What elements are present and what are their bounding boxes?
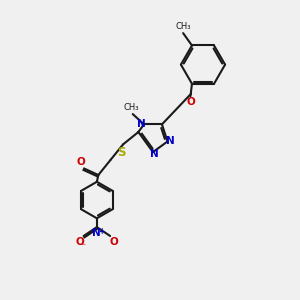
Text: N: N [136, 119, 146, 129]
Text: CH₃: CH₃ [176, 22, 191, 31]
Text: CH₃: CH₃ [124, 103, 139, 112]
Text: +: + [98, 227, 104, 236]
Text: ⁻: ⁻ [80, 242, 86, 252]
Text: O: O [187, 97, 196, 107]
Text: O: O [109, 237, 118, 247]
Text: S: S [117, 146, 126, 159]
Text: O: O [77, 157, 85, 167]
Text: N: N [92, 228, 101, 238]
Text: N: N [150, 149, 159, 159]
Text: O: O [76, 237, 85, 247]
Text: N: N [166, 136, 175, 146]
